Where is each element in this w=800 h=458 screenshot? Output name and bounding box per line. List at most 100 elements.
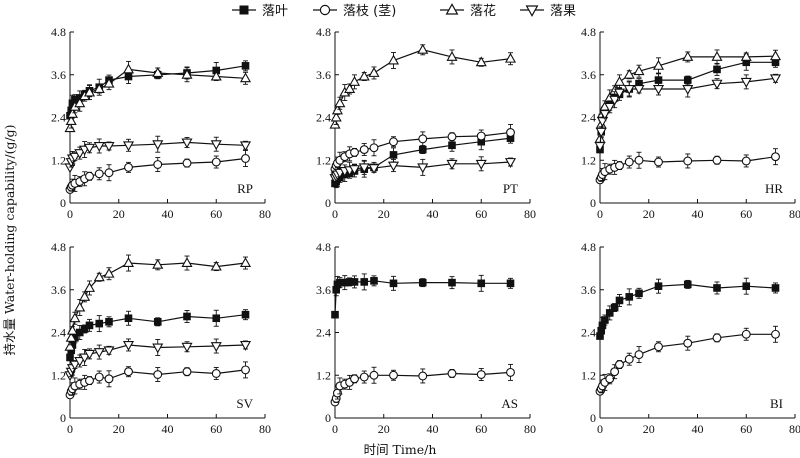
x-tick-label: 0 xyxy=(597,422,603,436)
data-point xyxy=(152,140,164,151)
data-point xyxy=(683,156,693,166)
data-point xyxy=(683,280,692,289)
data-point xyxy=(654,76,663,84)
data-point xyxy=(95,319,104,328)
data-point xyxy=(683,76,692,84)
data-point xyxy=(370,277,378,285)
data-point xyxy=(418,145,427,154)
y-tick-label: 2.4 xyxy=(581,111,596,125)
series-sv-2 xyxy=(64,254,252,351)
data-point xyxy=(241,365,250,375)
data-point xyxy=(83,143,96,154)
data-point xyxy=(74,301,86,312)
y-tick-label: 1.2 xyxy=(51,368,66,382)
data-point xyxy=(105,318,113,326)
data-point xyxy=(634,350,644,360)
data-point xyxy=(604,102,616,113)
y-tick-label: 1.2 xyxy=(581,368,596,382)
data-point xyxy=(104,168,114,178)
data-point xyxy=(69,360,81,371)
legend-marker-leaf xyxy=(239,5,249,15)
data-point xyxy=(241,310,250,319)
data-point xyxy=(122,341,135,351)
data-point xyxy=(742,58,751,67)
x-tick-label: 20 xyxy=(113,207,125,221)
data-point xyxy=(103,346,115,357)
data-point xyxy=(103,77,115,88)
data-point xyxy=(359,145,369,155)
data-point xyxy=(476,370,486,379)
data-point xyxy=(239,72,252,83)
legend-label-branch: 落枝 (茎) xyxy=(343,4,396,19)
data-point xyxy=(504,52,517,63)
data-point xyxy=(615,360,624,370)
data-point xyxy=(93,142,105,152)
y-tick-label: 3.6 xyxy=(581,68,596,82)
legend-marker-fruit xyxy=(525,5,539,17)
data-point xyxy=(446,159,458,170)
data-point xyxy=(358,163,370,174)
y-tick-label: 0 xyxy=(60,196,66,210)
data-point xyxy=(418,371,428,381)
series-sv-3 xyxy=(64,338,252,382)
data-point xyxy=(182,158,192,168)
panel-sv: 0 1.2 2.4 3.6 4.8 0 20 40 60 80 SV xyxy=(51,240,271,436)
legend-label-fruit: 落果 xyxy=(550,4,576,19)
data-point xyxy=(71,334,79,342)
x-tick-label: 80 xyxy=(259,422,271,436)
data-point xyxy=(210,70,222,81)
x-tick-label: 0 xyxy=(67,422,73,436)
data-point xyxy=(712,333,722,343)
series-line xyxy=(334,49,511,125)
data-point xyxy=(596,332,604,340)
data-point xyxy=(212,66,221,75)
data-point xyxy=(613,75,626,86)
data-point xyxy=(122,257,135,267)
data-point xyxy=(74,97,86,108)
data-point xyxy=(360,278,369,286)
data-point xyxy=(83,349,96,360)
data-point xyxy=(211,157,221,167)
data-point xyxy=(212,314,221,323)
series-sv-0 xyxy=(66,309,250,362)
data-point xyxy=(682,51,694,61)
panel-pt: 0 1.2 2.4 3.6 4.8 0 20 40 60 80 PT xyxy=(316,25,536,221)
data-point xyxy=(652,85,665,95)
data-point xyxy=(239,341,252,351)
data-point xyxy=(475,159,487,170)
data-point xyxy=(389,279,398,288)
y-tick-label: 0 xyxy=(590,196,596,210)
data-point xyxy=(69,152,81,163)
data-point xyxy=(66,353,74,362)
series-hr-1 xyxy=(595,148,780,185)
data-point xyxy=(210,260,222,271)
data-point xyxy=(336,278,344,287)
data-point xyxy=(65,331,77,342)
data-point xyxy=(615,161,624,171)
panel-bi: 0 1.2 2.4 3.6 4.8 0 20 40 60 80 BI xyxy=(581,240,800,436)
data-point xyxy=(652,59,665,70)
data-point xyxy=(635,289,643,298)
data-point xyxy=(85,171,94,181)
x-axis-title: 时间 Time/h xyxy=(364,442,437,457)
series-pt-2 xyxy=(329,43,517,129)
panel-label-as: AS xyxy=(501,396,518,411)
series-line xyxy=(599,55,776,139)
y-tick-label: 1.2 xyxy=(316,153,331,167)
data-point xyxy=(66,324,78,335)
data-point xyxy=(610,303,619,312)
x-tick-label: 0 xyxy=(597,207,603,221)
data-point xyxy=(624,354,634,364)
data-point xyxy=(609,95,621,106)
series-rp-3 xyxy=(64,135,252,174)
x-tick-label: 40 xyxy=(427,207,439,221)
data-point xyxy=(124,367,133,377)
y-tick-label: 0 xyxy=(590,411,596,425)
data-point xyxy=(103,267,115,278)
x-tick-label: 60 xyxy=(475,422,487,436)
data-point xyxy=(124,314,133,323)
data-point xyxy=(506,128,515,137)
data-point xyxy=(94,169,104,179)
x-tick-label: 60 xyxy=(210,422,222,436)
legend-item-leaf: 落叶 xyxy=(232,4,288,19)
